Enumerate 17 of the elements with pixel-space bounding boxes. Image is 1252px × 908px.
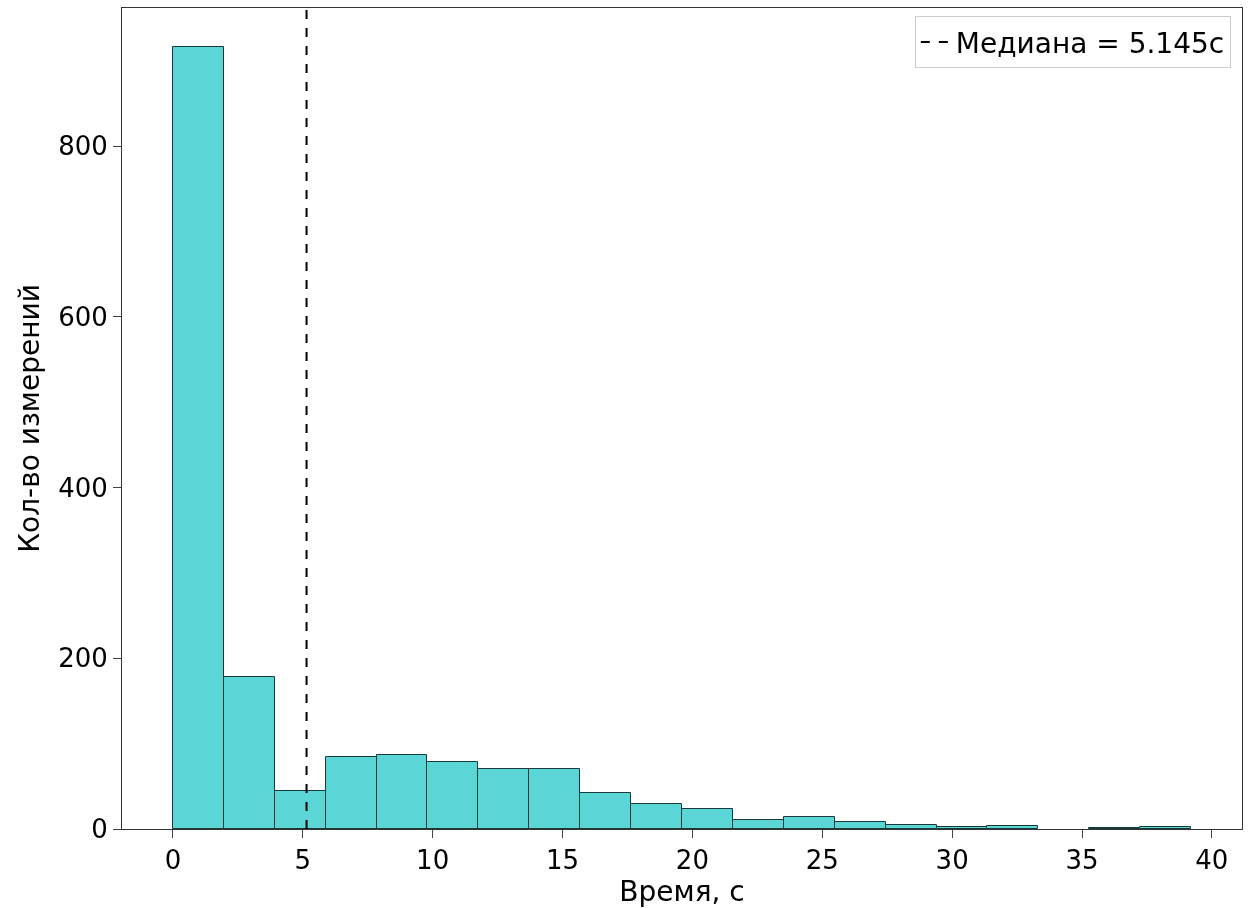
y-tick-label: 600 bbox=[58, 302, 108, 333]
y-tick-label: 400 bbox=[58, 472, 108, 503]
y-axis-title: Кол-во измерений bbox=[12, 284, 46, 553]
y-tick-label: 800 bbox=[58, 131, 108, 162]
x-tick-label: 20 bbox=[675, 845, 709, 876]
x-axis-title: Время, с bbox=[619, 875, 745, 908]
y-tick-label: 0 bbox=[91, 814, 108, 845]
x-tick-label: 15 bbox=[545, 845, 580, 876]
x-tick-label: 40 bbox=[1195, 845, 1229, 876]
x-tick-label: 5 bbox=[294, 845, 312, 876]
ref-line-label: Медиана = 5.145с bbox=[955, 26, 1225, 60]
y-tick-label: 200 bbox=[58, 643, 108, 674]
x-tick-label: 30 bbox=[935, 845, 969, 876]
x-tick-label: 35 bbox=[1065, 845, 1099, 876]
x-tick-label: 10 bbox=[416, 845, 450, 876]
x-tick-label: 0 bbox=[164, 845, 182, 876]
x-tick-label: 25 bbox=[805, 845, 839, 876]
